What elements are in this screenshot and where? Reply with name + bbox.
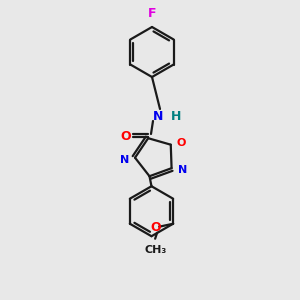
Text: O: O <box>151 221 161 234</box>
Text: N: N <box>153 110 163 124</box>
Text: F: F <box>148 7 156 20</box>
Text: N: N <box>120 155 129 165</box>
Text: CH₃: CH₃ <box>144 245 166 255</box>
Text: O: O <box>177 138 186 148</box>
Text: N: N <box>178 165 187 175</box>
Text: H: H <box>171 110 181 124</box>
Text: O: O <box>121 130 131 143</box>
